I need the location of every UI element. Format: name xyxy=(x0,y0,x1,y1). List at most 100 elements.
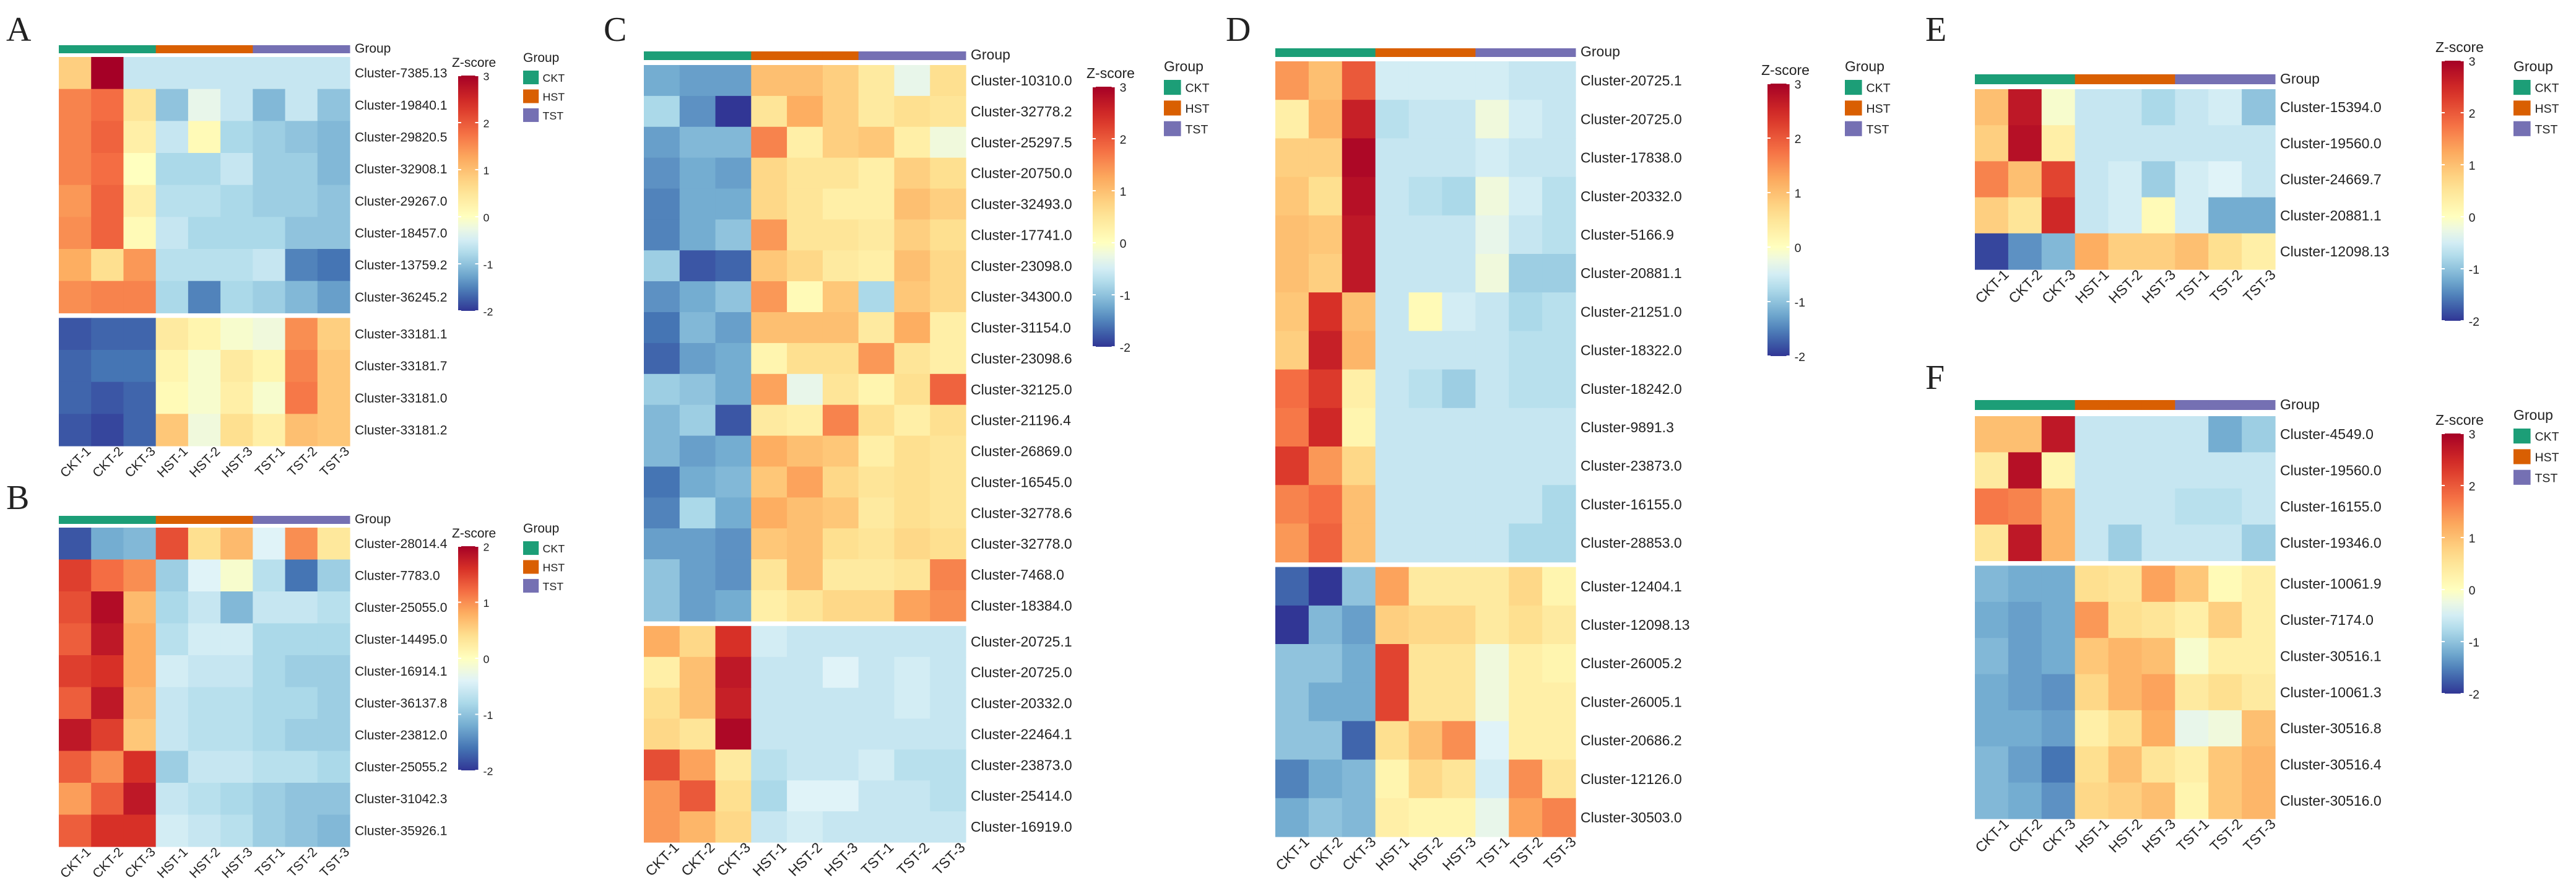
heatmap-cell xyxy=(1408,644,1443,683)
heatmap-cell xyxy=(1375,215,1410,255)
heatmap-cell xyxy=(317,655,350,688)
heatmap-cell xyxy=(123,751,157,783)
heatmap-cell xyxy=(188,655,221,688)
group-track-cell xyxy=(1975,400,2009,410)
heatmap-cell xyxy=(59,751,92,783)
heatmap-cell xyxy=(1975,638,2009,675)
heatmap-cell xyxy=(1509,292,1543,331)
colorbar xyxy=(458,546,479,770)
heatmap-cell xyxy=(91,381,124,414)
heatmap-cell xyxy=(285,153,318,186)
colorbar xyxy=(458,76,479,311)
heatmap-cell xyxy=(2075,525,2109,562)
heatmap-cell xyxy=(59,57,92,90)
heatmap-cell xyxy=(822,95,859,128)
heatmap-cell xyxy=(2075,782,2109,819)
heatmap-cell xyxy=(1442,331,1476,370)
heatmap-cell xyxy=(1408,446,1443,486)
heatmap-cell xyxy=(253,591,286,624)
heatmap-cell xyxy=(220,57,253,90)
group-legend-swatch xyxy=(2513,121,2531,136)
heatmap-cell xyxy=(1342,446,1376,486)
heatmap-cell xyxy=(285,414,318,446)
heatmap-cell xyxy=(2242,452,2276,489)
heatmap-cell xyxy=(1408,485,1443,524)
heatmap-cell xyxy=(1408,798,1443,837)
heatmap-cell xyxy=(123,185,157,217)
heatmap-cell xyxy=(1375,798,1410,837)
heatmap-cell xyxy=(188,528,221,560)
heatmap-cell xyxy=(2141,710,2175,747)
heatmap-cell xyxy=(317,153,350,186)
heatmap-cell xyxy=(285,381,318,414)
column-label: CKT-2 xyxy=(90,444,126,480)
row-label: Cluster-10061.9 xyxy=(2280,576,2382,592)
heatmap-cell xyxy=(1542,331,1576,370)
heatmap-cell xyxy=(59,559,92,592)
heatmap-cell xyxy=(751,219,787,251)
heatmap-cell xyxy=(1442,407,1476,447)
heatmap-cell xyxy=(1442,215,1476,255)
heatmap-cell xyxy=(858,590,895,622)
heatmap-cell xyxy=(285,814,318,847)
heatmap-cell xyxy=(317,185,350,217)
heatmap-cell xyxy=(715,811,752,843)
heatmap-cell xyxy=(679,625,716,658)
heatmap-cell xyxy=(2175,746,2209,783)
column-label: HST-3 xyxy=(2139,816,2179,855)
column-label: HST-3 xyxy=(2139,266,2179,306)
heatmap-cell xyxy=(751,312,787,344)
heatmap-cell xyxy=(285,185,318,217)
heatmap-cell xyxy=(894,656,930,689)
heatmap-cell xyxy=(930,373,966,406)
group-legend-title: Group xyxy=(1164,58,1203,74)
heatmap-cell xyxy=(2208,233,2242,270)
row-label: Cluster-36245.2 xyxy=(355,290,447,305)
heatmap-cell xyxy=(679,157,716,189)
colorbar-tick-label: 2 xyxy=(2469,480,2476,494)
colorbar-tick-label: 0 xyxy=(1120,237,1127,251)
column-label: TST-3 xyxy=(1540,834,1579,873)
heatmap-cell xyxy=(155,687,189,720)
heatmap-cell xyxy=(858,219,895,251)
group-legend-label: TST xyxy=(543,110,564,122)
group-track-cell xyxy=(220,516,253,524)
heatmap-cell xyxy=(188,249,221,282)
heatmap-cell xyxy=(858,373,895,406)
heatmap-cell xyxy=(1542,682,1576,721)
heatmap-cell xyxy=(1342,369,1376,409)
heatmap-cell xyxy=(822,625,859,658)
heatmap-cell xyxy=(155,217,189,250)
heatmap-cell xyxy=(285,783,318,816)
heatmap-cell xyxy=(317,559,350,592)
colorbar-tick-label: -1 xyxy=(2469,636,2479,650)
heatmap-cell xyxy=(2242,525,2276,562)
group-legend-swatch xyxy=(523,108,539,122)
heatmap-cell xyxy=(317,89,350,121)
heatmap-cell xyxy=(188,281,221,313)
heatmap-cell xyxy=(1275,644,1309,683)
row-label: Cluster-10061.3 xyxy=(2280,684,2382,700)
heatmap-cell xyxy=(751,342,787,375)
heatmap-cell xyxy=(1342,798,1376,837)
group-legend-label: HST xyxy=(1867,102,1891,116)
colorbar-tick-label: 2 xyxy=(1795,133,1802,146)
heatmap-cell xyxy=(2108,488,2143,525)
heatmap-cell xyxy=(2108,638,2143,675)
heatmap-cell xyxy=(2175,601,2209,638)
column-label: HST-1 xyxy=(155,845,191,881)
heatmap-cell xyxy=(679,749,716,781)
heatmap-cell xyxy=(858,811,895,843)
heatmap-cell xyxy=(2008,89,2042,126)
heatmap-cell xyxy=(930,126,966,159)
heatmap-cell xyxy=(787,435,823,468)
heatmap-cell xyxy=(644,749,680,781)
heatmap-cell xyxy=(317,350,350,383)
row-label: Cluster-7174.0 xyxy=(2280,612,2374,628)
heatmap-cell xyxy=(123,559,157,592)
heatmap-cell xyxy=(188,719,221,752)
heatmap-cell xyxy=(91,153,124,186)
heatmap-cell xyxy=(155,57,189,90)
heatmap-cell xyxy=(751,625,787,658)
heatmap-cell xyxy=(751,250,787,282)
